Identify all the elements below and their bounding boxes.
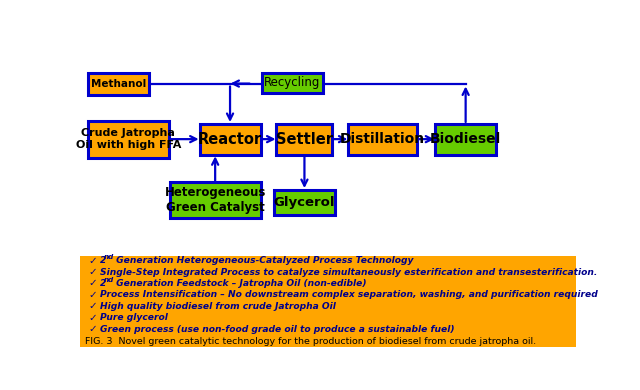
Text: Distillation: Distillation bbox=[340, 132, 425, 146]
Text: Pure glycerol: Pure glycerol bbox=[100, 313, 168, 322]
Text: Settler: Settler bbox=[276, 132, 333, 147]
Text: Single-Step Integrated Process to catalyze simultaneously esterification and tra: Single-Step Integrated Process to cataly… bbox=[100, 268, 597, 277]
Text: Glycerol: Glycerol bbox=[274, 196, 335, 209]
FancyBboxPatch shape bbox=[80, 255, 576, 347]
FancyBboxPatch shape bbox=[274, 190, 335, 215]
Text: ✓: ✓ bbox=[89, 324, 98, 334]
Text: Generation Feedstock – Jatropha Oil (non-edible): Generation Feedstock – Jatropha Oil (non… bbox=[113, 279, 366, 288]
Text: Heterogeneous
Green Catalyst: Heterogeneous Green Catalyst bbox=[164, 186, 266, 214]
Text: High quality biodiesel from crude Jatropha Oil: High quality biodiesel from crude Jatrop… bbox=[100, 302, 336, 311]
Text: ✓: ✓ bbox=[89, 267, 98, 277]
Text: ✓: ✓ bbox=[89, 290, 98, 300]
Text: Crude Jatropha
Oil with high FFA: Crude Jatropha Oil with high FFA bbox=[76, 128, 181, 150]
Text: Reactor: Reactor bbox=[198, 132, 262, 147]
Text: Green process (use non-food grade oil to produce a sustainable fuel): Green process (use non-food grade oil to… bbox=[100, 324, 454, 333]
Text: Biodiesel: Biodiesel bbox=[430, 132, 501, 146]
Text: 2: 2 bbox=[100, 256, 106, 265]
Text: Generation Heterogeneous-Catalyzed Process Technology: Generation Heterogeneous-Catalyzed Proce… bbox=[113, 256, 413, 265]
FancyBboxPatch shape bbox=[276, 124, 332, 154]
Text: ✓: ✓ bbox=[89, 313, 98, 323]
FancyBboxPatch shape bbox=[348, 124, 417, 154]
FancyBboxPatch shape bbox=[88, 73, 149, 94]
FancyBboxPatch shape bbox=[170, 182, 260, 218]
Text: Recycling: Recycling bbox=[264, 76, 320, 89]
Text: FIG. 3  Novel green catalytic technology for the production of biodiesel from cr: FIG. 3 Novel green catalytic technology … bbox=[85, 337, 536, 346]
FancyBboxPatch shape bbox=[200, 124, 260, 154]
Text: ✓: ✓ bbox=[89, 278, 98, 289]
FancyBboxPatch shape bbox=[262, 73, 323, 93]
Text: Methanol: Methanol bbox=[91, 79, 146, 89]
Text: nd: nd bbox=[104, 277, 114, 283]
FancyBboxPatch shape bbox=[88, 121, 169, 158]
FancyBboxPatch shape bbox=[435, 124, 496, 154]
Text: ✓: ✓ bbox=[89, 301, 98, 311]
Text: nd: nd bbox=[104, 254, 114, 260]
Text: Process Intensification – No downstream complex separation, washing, and purific: Process Intensification – No downstream … bbox=[100, 290, 598, 300]
Text: ✓: ✓ bbox=[89, 255, 98, 266]
Text: 2: 2 bbox=[100, 279, 106, 288]
